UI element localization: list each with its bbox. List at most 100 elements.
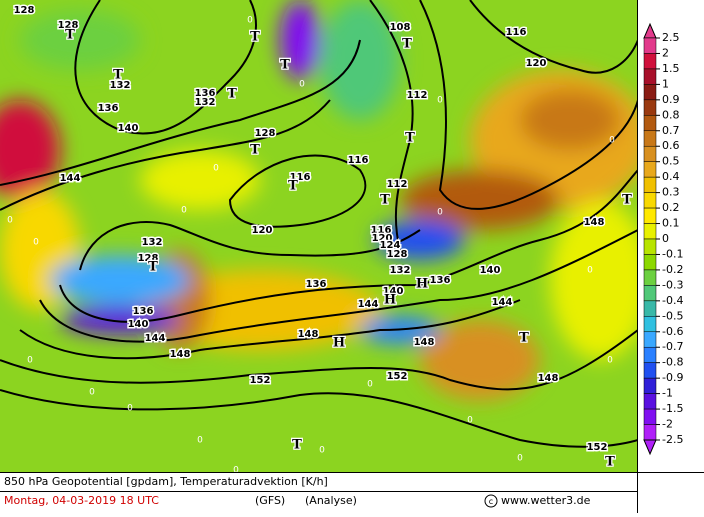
- pressure-center: T: [65, 28, 75, 43]
- contour-label: 128: [387, 249, 408, 260]
- colorbar-tick-label: 0.5: [662, 155, 680, 168]
- pressure-center: T: [605, 455, 615, 470]
- advection-zero-label: 0: [181, 206, 187, 216]
- footer-analysis: (Analyse): [305, 494, 357, 507]
- colorbar-swatch: [643, 331, 657, 348]
- contour-label: 144: [492, 297, 513, 308]
- colorbar-tick-label: -0.7: [662, 340, 683, 353]
- colorbar-tick-label: 0.6: [662, 139, 680, 152]
- advection-zero-label: 0: [27, 356, 33, 366]
- colorbar-tick-label: 0.3: [662, 186, 680, 199]
- contour-label: 124: [380, 240, 401, 251]
- advection-zero-label: 0: [607, 356, 613, 366]
- colorbar-tick-label: -0.9: [662, 371, 683, 384]
- contour-label: 152: [387, 371, 408, 382]
- colorbar-tick-label: 1: [662, 77, 669, 90]
- colorbar-tick-label: -1: [662, 387, 673, 400]
- colorbar-swatch: [643, 161, 657, 178]
- contour-label: 144: [358, 299, 379, 310]
- colorbar: 2.5 2 1.5 1 0.9 0.8 0.7 0.6 0.5 0.4 0.3 0.2 0.1 0 -0.1…: [643, 22, 683, 456]
- contour-label: 136: [98, 103, 119, 114]
- pressure-center: H: [333, 336, 345, 351]
- advection-zero-label: 0: [33, 238, 39, 248]
- colorbar-swatch: [643, 393, 657, 410]
- advection-zero-label: 0: [367, 380, 373, 390]
- advection-zero-label: 0: [437, 96, 443, 106]
- pressure-center: T: [519, 331, 529, 346]
- colorbar-tick-label: -0.8: [662, 356, 683, 369]
- contour-label: 112: [387, 179, 408, 190]
- footer-model: (GFS): [255, 494, 285, 507]
- advection-zero-label: 0: [7, 216, 13, 226]
- colorbar-tick-label: 0.2: [662, 201, 680, 214]
- map-field: 1281281361401441321361321281161201321281…: [0, 0, 638, 476]
- contour-label: 128: [255, 128, 276, 139]
- colorbar-tick-label: -0.4: [662, 294, 683, 307]
- colorbar-tick-label: -0.6: [662, 325, 683, 338]
- colorbar-tick-label: -2.5: [662, 433, 683, 446]
- contour-label: 136: [430, 275, 451, 286]
- contour-label: 128: [14, 5, 35, 16]
- geopotential-contours: [0, 0, 638, 448]
- colorbar-swatch: [643, 377, 657, 394]
- colorbar-tick-label: -1.5: [662, 402, 683, 415]
- pressure-center: T: [380, 193, 390, 208]
- advection-zero-label: 0: [233, 466, 239, 476]
- colorbar-swatch: [643, 145, 657, 162]
- pressure-center: T: [288, 179, 298, 194]
- colorbar-tick-label: 0.4: [662, 170, 680, 183]
- colorbar-swatch: [643, 316, 657, 333]
- contour-label: 116: [371, 225, 392, 236]
- colorbar-swatch: [643, 223, 657, 240]
- colorbar-tick-label: 2.5: [662, 31, 680, 44]
- contour-label: 148: [170, 349, 191, 360]
- colorbar-arrow-bottom: [643, 439, 657, 456]
- colorbar-swatch: [643, 408, 657, 425]
- colorbar-swatch: [643, 99, 657, 116]
- contour-label: 136: [195, 88, 216, 99]
- pressure-center: H: [384, 293, 396, 308]
- contour-label: 148: [298, 329, 319, 340]
- contour-label: 148: [538, 373, 559, 384]
- contour-label: 140: [480, 265, 501, 276]
- colorbar-arrow-top: [643, 22, 657, 39]
- pressure-center: T: [113, 68, 123, 83]
- colorbar-swatch: [643, 84, 657, 101]
- colorbar-tick-label: -0.1: [662, 247, 683, 260]
- advection-zero-label: 0: [247, 16, 253, 26]
- advection-zero-label: 0: [299, 80, 305, 90]
- contour-label: 132: [110, 80, 131, 91]
- advection-zero-label: 0: [437, 208, 443, 218]
- colorbar-swatch: [643, 115, 657, 132]
- contour-label: 152: [250, 375, 271, 386]
- colorbar-swatch: [643, 238, 657, 255]
- pressure-center: T: [250, 30, 260, 45]
- contour-label: 136: [306, 279, 327, 290]
- colorbar-tick-label: 0.9: [662, 93, 680, 106]
- advection-zero-label: 0: [609, 136, 615, 146]
- pressure-center: T: [280, 58, 290, 73]
- contour-label: 140: [128, 319, 149, 330]
- contour-label: 148: [414, 337, 435, 348]
- advection-zero-label: 0: [319, 446, 325, 456]
- pressure-center: T: [405, 131, 415, 146]
- colorbar-tick-label: 1.5: [662, 62, 680, 75]
- colorbar-swatch: [643, 424, 657, 441]
- contour-label: 120: [252, 225, 273, 236]
- colorbar-swatch: [643, 130, 657, 147]
- advection-zero-label: 0: [127, 404, 133, 414]
- contour-label: 140: [383, 286, 404, 297]
- advection-zero-label: 0: [197, 436, 203, 446]
- colorbar-swatch: [643, 269, 657, 286]
- colorbar-tick-label: 0.7: [662, 124, 680, 137]
- colorbar-swatch: [643, 68, 657, 85]
- colorbar-tick-label: -0.3: [662, 278, 683, 291]
- colorbar-tick-label: -2: [662, 418, 673, 431]
- colorbar-tick-label: 2: [662, 46, 669, 59]
- advection-zero-label: 0: [587, 266, 593, 276]
- colorbar-tick-label: -0.2: [662, 263, 683, 276]
- footer-background: [0, 472, 704, 513]
- contour-label: 116: [290, 172, 311, 183]
- contour-label: 116: [348, 155, 369, 166]
